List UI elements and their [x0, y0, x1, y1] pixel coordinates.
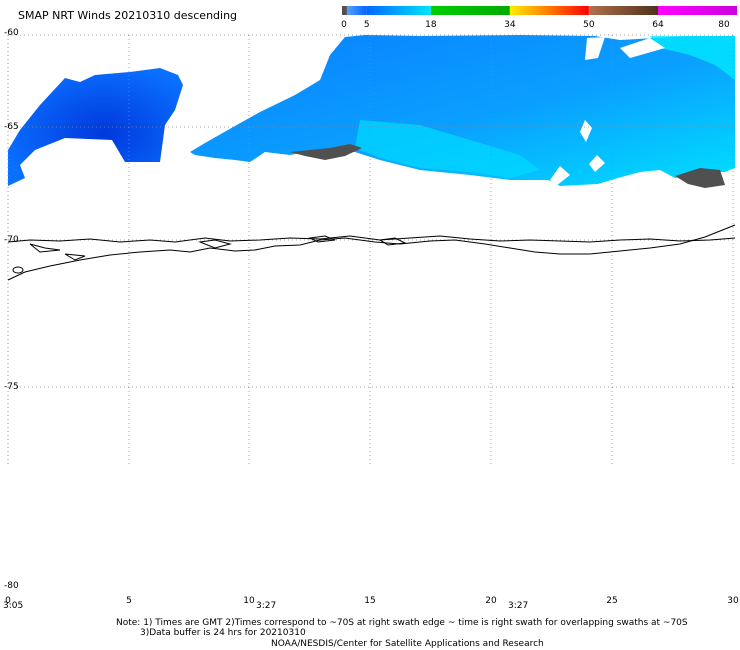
latitude-label: -65 [4, 122, 19, 132]
longitude-label: 25 [606, 596, 618, 606]
colorbar-segment [588, 6, 658, 15]
wind-swath-left [8, 68, 183, 186]
land-mask-gray [675, 168, 725, 188]
map-title: SMAP NRT Winds 20210310 descending [18, 9, 238, 22]
latitude-label: -75 [4, 382, 19, 392]
longitude-label: 20 [485, 596, 497, 606]
latitude-label: -70 [4, 235, 19, 245]
data-gap [585, 37, 605, 60]
latitude-label: -80 [4, 581, 19, 591]
note-line-1: Note: 1) Times are GMT 2)Times correspon… [116, 618, 688, 628]
colorbar-segment [346, 6, 367, 15]
note-line-3: NOAA/NESDIS/Center for Satellite Applica… [271, 639, 544, 649]
note-line-2: 3)Data buffer is 24 hrs for 20210310 [140, 628, 306, 638]
data-gap [580, 120, 592, 142]
colorbar-segment [509, 6, 589, 15]
longitude-label: 30 [727, 596, 739, 606]
colorbar [342, 6, 737, 15]
latitude-label: -60 [4, 28, 19, 38]
longitude-label: 0 [5, 596, 11, 606]
longitude-label: 10 [243, 596, 255, 606]
colorbar-label: 80 [718, 20, 730, 30]
wind-swath-main [190, 35, 735, 186]
time-label: 3:27 [256, 601, 277, 611]
longitude-label: 5 [126, 596, 132, 606]
colorbar-segment [430, 6, 510, 15]
time-label: 3:27 [508, 601, 529, 611]
colorbar-segment [658, 6, 737, 15]
data-gap [550, 166, 570, 186]
colorbar-segment [366, 6, 431, 15]
time-label: 3:05 [3, 601, 24, 611]
colorbar-label: 64 [652, 20, 664, 30]
coastline [7, 224, 736, 281]
wind-high-zone [355, 120, 540, 178]
colorbar-label: 34 [504, 20, 516, 30]
data-gap [589, 155, 605, 172]
colorbar-label: 0 [341, 20, 347, 30]
longitude-label: 15 [364, 596, 376, 606]
data-gap [620, 38, 665, 58]
colorbar-label: 18 [425, 20, 437, 30]
colorbar-segment [342, 6, 347, 15]
colorbar-label: 5 [363, 20, 370, 30]
wind-high-zone-ne [650, 36, 735, 80]
colorbar-label: 50 [583, 20, 595, 30]
land-mask-gray [290, 144, 362, 160]
